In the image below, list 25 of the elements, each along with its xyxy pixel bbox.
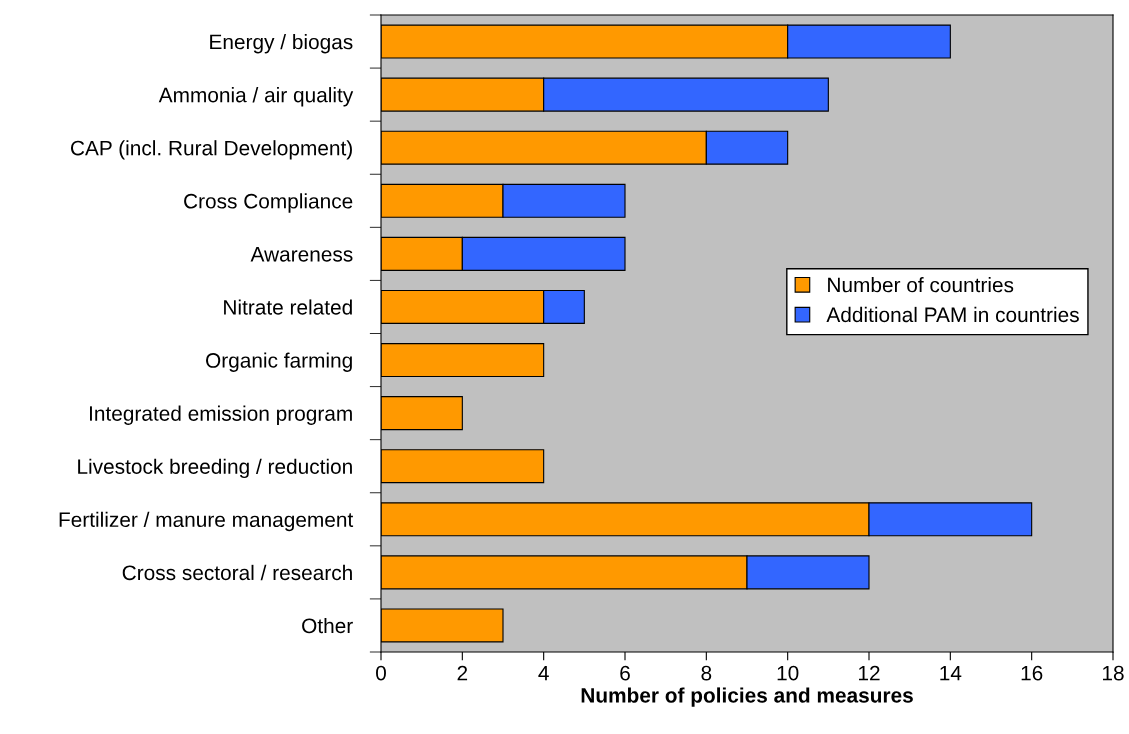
- y-tick-label: CAP (incl. Rural Development): [71, 140, 352, 160]
- x-tick-label: 10: [777, 665, 799, 681]
- x-tick-label: 8: [701, 665, 712, 681]
- x-tick-label: 6: [620, 665, 630, 681]
- y-tick-label: Ammonia / air quality: [158, 87, 354, 107]
- x-tick-label: 2: [457, 665, 468, 681]
- y-tick-label: Organic farming: [206, 352, 352, 372]
- y-tick-label: Other: [302, 617, 353, 634]
- x-tick-label: 12: [859, 665, 880, 681]
- y-tick-label: Cross Compliance: [184, 193, 353, 213]
- x-tick-label: 0: [376, 665, 386, 681]
- y-tick-label: Energy / biogas: [210, 33, 353, 54]
- x-tick-label: 18: [1103, 665, 1124, 681]
- y-tick-label: Livestock breeding / reduction: [78, 458, 352, 479]
- x-tick-label: 16: [1021, 665, 1043, 681]
- legend-label: Number of countries: [828, 277, 1014, 293]
- x-axis-title: Number of policies and measures: [581, 687, 913, 707]
- x-tick-label: 14: [940, 665, 962, 681]
- x-tick-label: 4: [538, 665, 549, 681]
- legend-label: Additional PAM in countries: [826, 306, 1079, 323]
- y-tick-label: Fertilizer / manure management: [59, 511, 354, 532]
- y-tick-label: Integrated emission program: [89, 405, 352, 425]
- y-tick-label: Nitrate related: [224, 299, 352, 315]
- y-tick-label: Cross sectoral / research: [122, 564, 352, 581]
- y-tick-label: Awareness: [250, 247, 353, 262]
